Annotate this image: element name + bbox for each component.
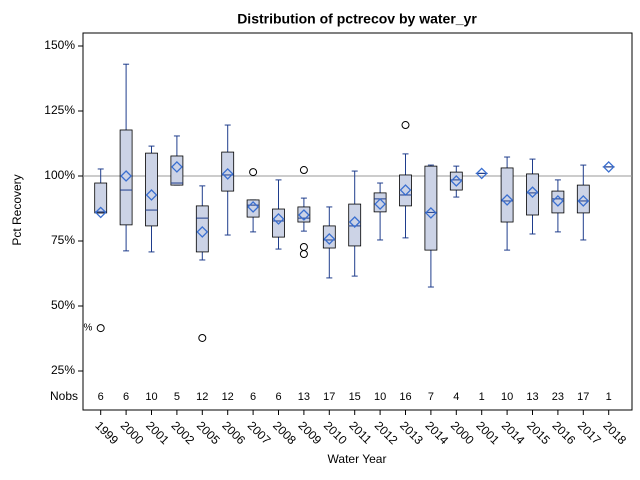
- nobs-value: 6: [98, 391, 104, 403]
- nobs-value: 10: [501, 391, 513, 403]
- outlier: [299, 250, 308, 258]
- mean-marker: [196, 225, 209, 238]
- box: [373, 192, 387, 213]
- nobs-value: 6: [275, 391, 281, 403]
- nobs-value: 1: [479, 391, 485, 403]
- nobs-value: 15: [349, 391, 361, 403]
- nobs-value: 5: [174, 391, 180, 403]
- y-tick-label: 75%: [51, 233, 75, 247]
- nobs-value: 16: [399, 391, 411, 403]
- nobs-value: 10: [145, 391, 157, 403]
- box: [119, 129, 133, 226]
- y-tick-label: 25%: [51, 363, 75, 377]
- box: [170, 155, 184, 186]
- mean-marker: [602, 160, 615, 173]
- mean-marker: [145, 189, 158, 201]
- nobs-value: 12: [222, 391, 234, 403]
- y-tick-label: 100%: [44, 168, 75, 182]
- outlier: [401, 121, 410, 130]
- mean-marker: [272, 212, 285, 225]
- nobs-value: 6: [123, 391, 129, 403]
- nobs-value: 13: [298, 391, 310, 403]
- outlier: [96, 324, 105, 333]
- mean-marker: [247, 201, 260, 213]
- nobs-value: 10: [374, 391, 386, 403]
- mean-marker: [323, 233, 336, 245]
- mean-marker: [94, 206, 107, 219]
- outlier: [299, 166, 308, 175]
- mean-marker: [399, 184, 412, 196]
- nobs-value: 17: [577, 391, 589, 403]
- mean-marker: [551, 195, 564, 207]
- box: [449, 171, 463, 191]
- mean-marker: [348, 216, 361, 228]
- nobs-value: 1: [606, 391, 612, 403]
- mean-marker: [577, 195, 590, 207]
- mean-marker: [297, 209, 310, 221]
- mean-marker: [374, 198, 387, 210]
- nobs-value: 7: [428, 391, 434, 403]
- y-tick-label: 150%: [44, 38, 75, 52]
- nobs-value: 17: [323, 391, 335, 403]
- box: [399, 174, 412, 207]
- outlier: [249, 168, 258, 177]
- x-axis-label: Water Year: [328, 452, 387, 466]
- nobs-value: 23: [552, 391, 564, 403]
- nobs-label: Nobs: [50, 389, 78, 403]
- chart-title: Distribution of pctrecov by water_yr: [237, 11, 477, 27]
- mean-marker: [120, 170, 133, 182]
- mean-marker: [424, 207, 437, 219]
- nobs-value: 12: [196, 391, 208, 403]
- outlier: [198, 333, 207, 342]
- box: [526, 173, 539, 216]
- mean-marker: [221, 168, 234, 180]
- mean-marker: [526, 186, 539, 199]
- y-tick-label: 50%: [51, 298, 75, 312]
- mean-marker: [170, 160, 183, 173]
- y-axis-label: Pct Recovery: [10, 174, 24, 245]
- box: [576, 184, 590, 214]
- box: [94, 182, 108, 214]
- nobs-value: 4: [453, 391, 459, 403]
- box: [348, 203, 362, 247]
- plot-frame: [82, 32, 633, 411]
- nobs-value: 13: [526, 391, 538, 403]
- box: [221, 151, 235, 192]
- annotation: %: [84, 323, 93, 334]
- nobs-value: 6: [250, 391, 256, 403]
- box: [322, 225, 336, 249]
- box: [195, 205, 209, 253]
- y-tick-label: 125%: [44, 103, 75, 117]
- mean-marker: [501, 194, 514, 206]
- box: [551, 190, 565, 214]
- mean-marker: [450, 175, 463, 187]
- mean-marker: [475, 167, 488, 180]
